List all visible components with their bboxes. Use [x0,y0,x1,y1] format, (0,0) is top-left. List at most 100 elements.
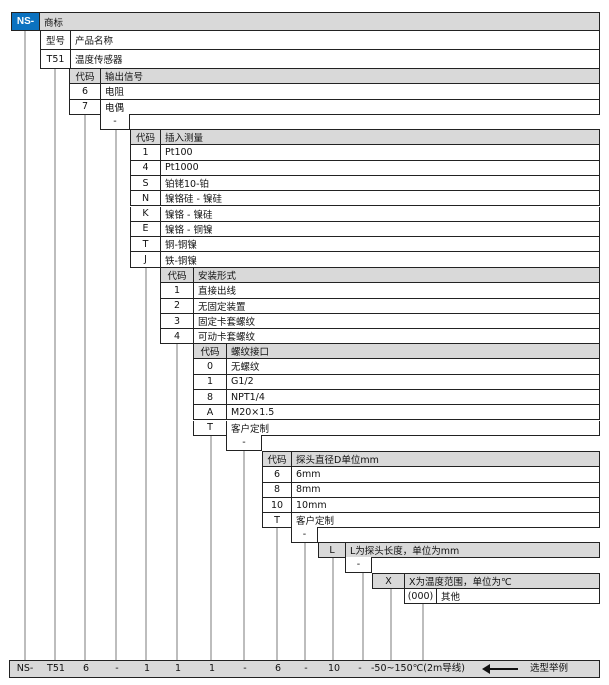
header-label: 插入测量 [165,133,204,145]
separator-cell: - [226,435,262,451]
model-header: 型号 产品名称 [40,30,600,50]
option-code: 4 [161,329,194,344]
output-signal-row: 6 电阻 [69,84,600,100]
connector-line [210,436,212,660]
sensor-type-row: T 铜-铜镍 [130,237,600,253]
output-signal-header: 代码 输出信号 [69,68,600,85]
header-code: L [319,543,346,558]
sensor-type-row: S 铂铑10-铂 [130,175,600,192]
example-part: T51 [47,663,65,674]
option-label: 镍铬 - 镍硅 [165,209,213,221]
sensor-type-row: J 铁-铜镍 [130,252,600,268]
header-code: 代码 [70,69,101,84]
sensor-type-row: K 镍铬 - 镍硅 [130,206,600,222]
connector-line [422,604,424,660]
option-label: Pt100 [165,146,193,158]
thread-row: T 客户定制 [193,420,600,436]
option-label: 电阻 [105,87,125,99]
option-label: 可动卡套螺纹 [198,332,256,344]
option-label: 10mm [296,499,327,511]
option-label: M20×1.5 [231,406,275,418]
mounting-row: 1 直接出线 [160,283,600,299]
header-code: X [373,574,405,589]
option-label: 固定卡套螺纹 [198,317,256,329]
example-part: - [304,663,308,674]
option-label: 无螺纹 [231,362,260,374]
connector-line [115,130,117,660]
option-label: 电偶 [105,102,125,114]
option-label: 无固定装置 [198,301,246,313]
connector-line [243,451,245,660]
brand-label: 商标 [40,12,600,31]
connector-line [176,344,178,660]
example-part: 1 [174,663,182,674]
separator-cell: - [345,557,372,573]
connector-line [390,589,392,660]
option-label: Pt1000 [165,162,199,174]
example-part: 10 [327,663,341,674]
connector-line [145,268,147,660]
option-label: 客户定制 [296,516,335,528]
option-code: T51 [41,50,71,68]
header-code: 代码 [131,130,161,145]
example-part: 6 [274,663,282,674]
header-code: 代码 [161,268,194,283]
header-code: 代码 [194,344,227,359]
option-code: E [131,221,161,237]
option-code: 0 [194,359,227,374]
option-code: J [131,252,161,267]
connector-line [304,543,306,660]
sensor-type-header: 代码 插入测量 [130,129,600,146]
option-label: 镍铬 - 铜镍 [165,224,213,236]
example-part: - [358,663,362,674]
option-label: 铂铑10-铂 [165,179,210,191]
example-part: - [115,663,119,674]
option-label: 6mm [296,468,321,480]
header-code: 代码 [263,452,292,467]
example-label: 选型举例 [530,663,569,674]
option-code: 7 [70,99,101,114]
option-code: 10 [263,497,292,513]
diameter-header: 代码 探头直径D单位mm [262,451,600,468]
sensor-type-row: E 镍铬 - 铜镍 [130,221,600,238]
option-label: NPT1/4 [231,391,265,403]
option-code: (000) [405,589,437,604]
example-part: 1 [143,663,151,674]
diameter-row: 10 10mm [262,497,600,514]
option-label: 铁-铜镍 [165,255,197,267]
option-label: 镍铬硅 - 镍硅 [165,194,222,206]
option-label: 其他 [441,592,461,604]
selection-example-bar: 选型举例 NS- T51 6-1 1 1-6-10- -50~150℃(2m导线) [9,660,600,678]
mounting-row: 2 无固定装置 [160,298,600,314]
header-label: 探头直径D单位mm [296,455,379,467]
sensor-type-row: 1 Pt100 [130,145,600,161]
header-label: 输出信号 [105,72,144,84]
sensor-type-row: 4 Pt1000 [130,160,600,176]
option-code: A [194,405,227,420]
option-code: 2 [161,298,194,313]
header-label: 安装形式 [198,271,237,283]
connector-line [54,69,56,660]
option-code: K [131,206,161,221]
option-label: 温度传感器 [75,55,123,66]
option-code: T [194,420,227,435]
option-code: N [131,191,161,206]
option-code: 1 [131,145,161,160]
header-label: X为温度范围，单位为℃ [409,577,512,589]
option-label: 客户定制 [231,423,270,435]
mounting-row: 3 固定卡套螺纹 [160,313,600,330]
option-label: 直接出线 [198,286,237,298]
connector-line [362,573,364,660]
model-row: T51 温度传感器 [40,50,600,69]
option-label: 铜-铜镍 [165,240,197,252]
header-code: 型号 [41,31,71,49]
example-part: -50~150℃(2m导线) [371,663,465,674]
option-code: S [131,175,161,191]
diameter-row: T 客户定制 [262,513,600,529]
brand-code: NS- [11,12,40,31]
option-code: 1 [161,283,194,298]
temp-range-header: X X为温度范围，单位为℃ [372,573,600,590]
option-label: G1/2 [231,376,254,388]
option-code: T [131,237,161,252]
connector-line [332,558,334,660]
